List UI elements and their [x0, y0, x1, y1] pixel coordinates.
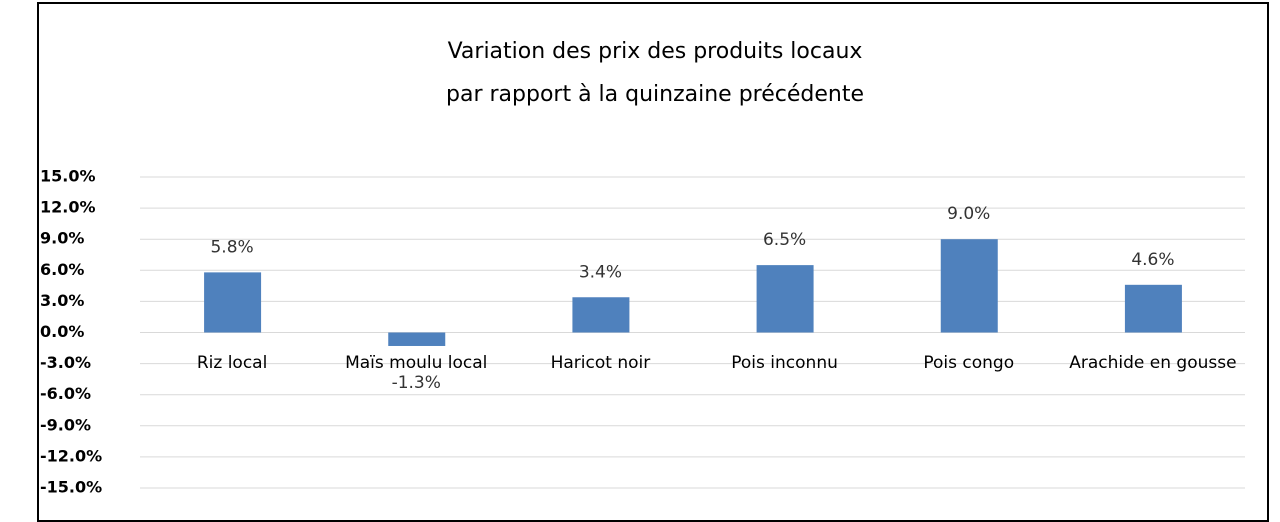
data-label: 9.0% — [947, 204, 990, 224]
data-label: 3.4% — [579, 262, 622, 282]
data-label: -1.3% — [392, 373, 441, 393]
chart-title: par rapport à la quinzaine précédente — [446, 82, 864, 107]
data-label: 4.6% — [1131, 250, 1174, 270]
chart: Variation des prix des produits locaux p… — [40, 39, 1245, 497]
y-tick-label: -3.0% — [40, 353, 91, 372]
x-tick-label: Pois inconnu — [731, 352, 838, 373]
data-label: 6.5% — [763, 230, 806, 250]
x-tick-label: Pois congo — [923, 352, 1015, 373]
x-tick-label: Maïs moulu local — [345, 352, 488, 373]
chart-title: Variation des prix des produits locaux — [448, 39, 863, 64]
x-tick-label: Arachide en gousse — [1069, 352, 1237, 373]
y-tick-label: 3.0% — [40, 291, 84, 310]
data-label: 5.8% — [210, 237, 253, 257]
x-tick-label: Riz local — [196, 352, 268, 373]
bar — [388, 332, 446, 346]
page: {"chart_data": {"type": "bar", "title": … — [37, 2, 1269, 522]
bar — [204, 272, 262, 333]
bar — [756, 265, 814, 333]
x-tick-label: Haricot noir — [550, 352, 651, 373]
y-tick-label: -15.0% — [40, 478, 102, 497]
y-tick-label: 12.0% — [40, 198, 96, 217]
y-tick-label: -9.0% — [40, 415, 91, 434]
y-tick-label: -12.0% — [40, 446, 102, 465]
y-tick-label: 15.0% — [40, 167, 96, 186]
bar — [1124, 284, 1182, 333]
y-tick-label: -6.0% — [40, 384, 91, 403]
bar — [940, 239, 998, 333]
y-tick-label: 6.0% — [40, 260, 84, 279]
y-tick-label: 9.0% — [40, 229, 84, 248]
y-tick-label: 0.0% — [40, 322, 84, 341]
bar — [572, 297, 630, 333]
